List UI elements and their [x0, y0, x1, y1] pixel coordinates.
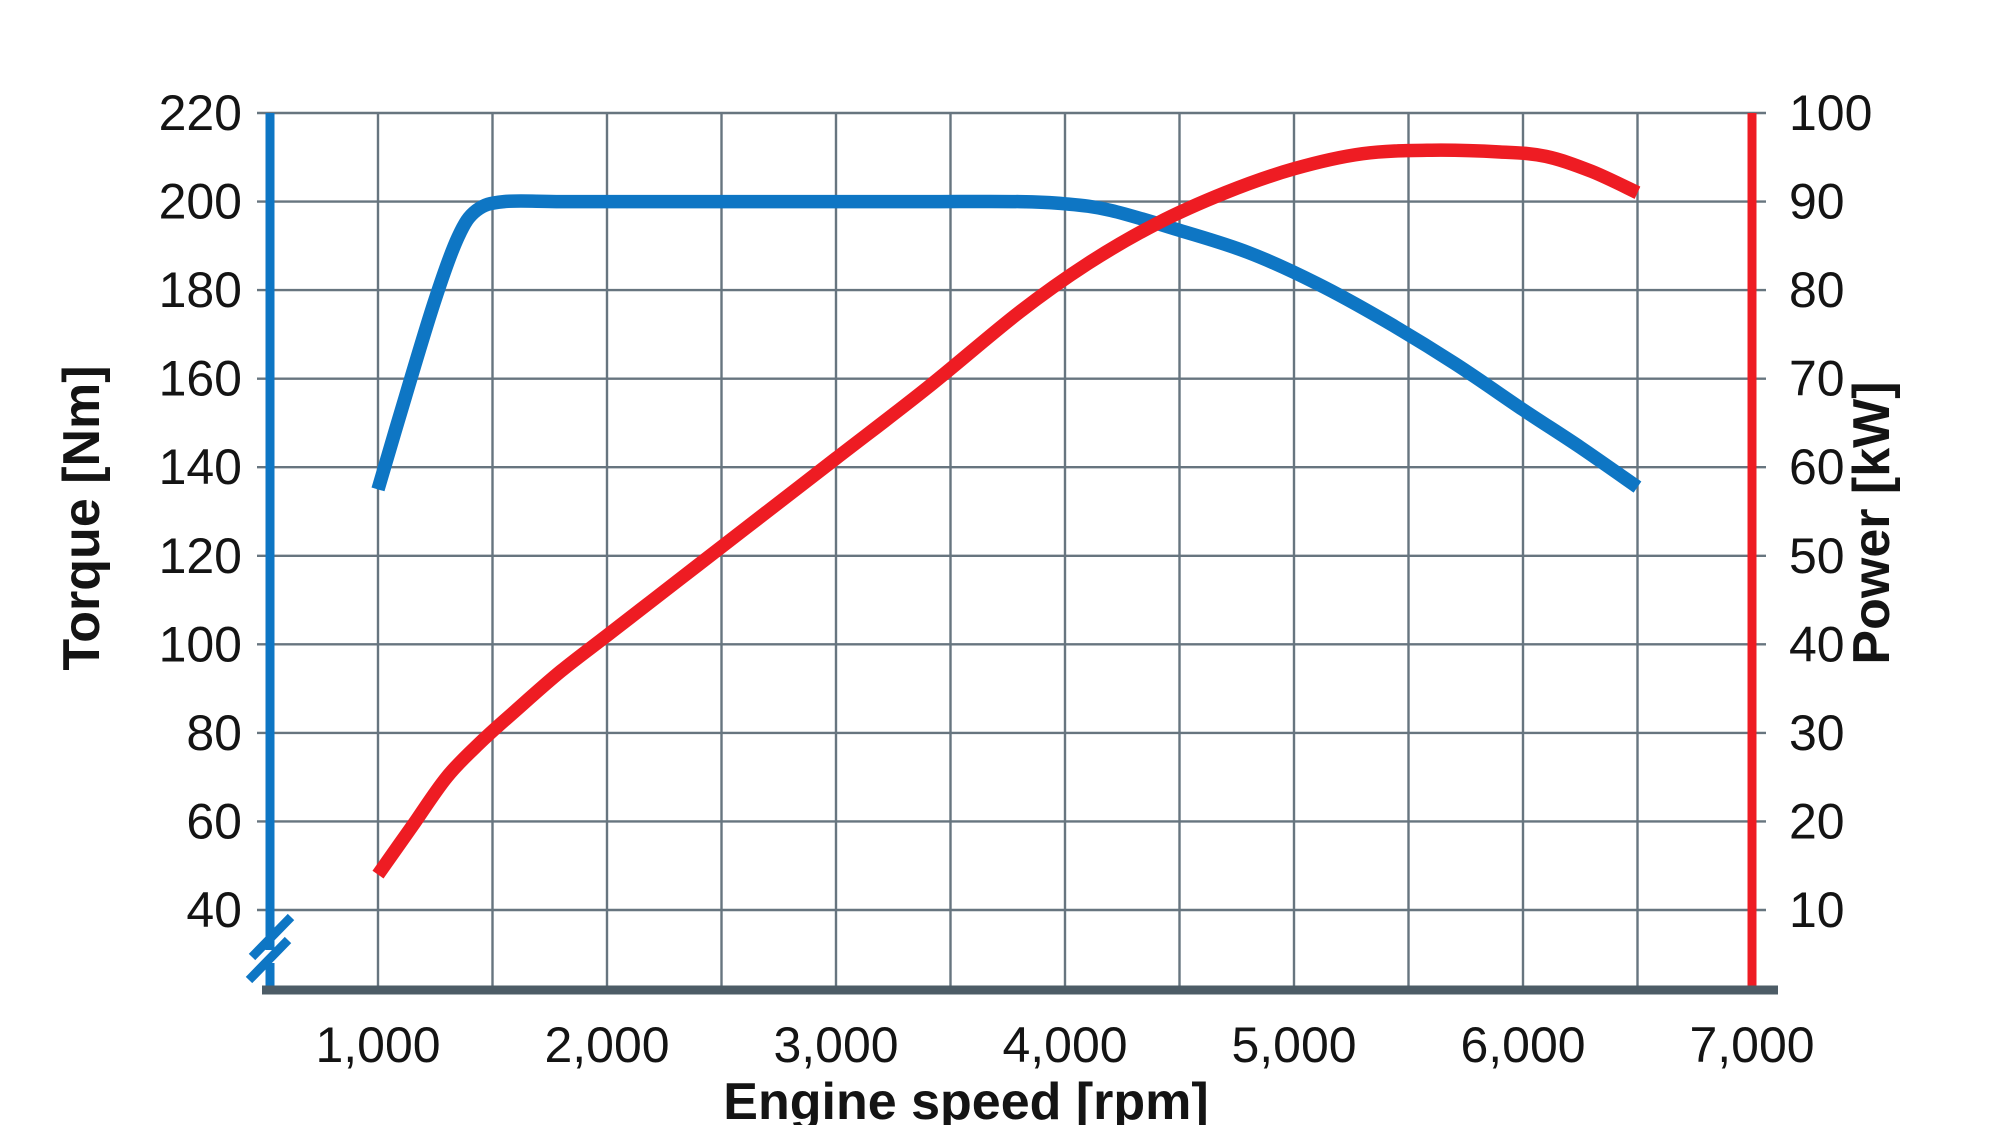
torque-tick-label: 120: [159, 528, 242, 584]
axis-break-mark: [248, 913, 295, 961]
torque-tick-label: 160: [159, 351, 242, 407]
curves: [371, 143, 1642, 879]
left-axis-title: Torque [Nm]: [53, 365, 111, 670]
power-tick-label: 100: [1789, 85, 1872, 141]
power-tick-label: 60: [1789, 439, 1845, 495]
power-curve: [372, 143, 1641, 879]
power-tick-label: 10: [1789, 882, 1845, 938]
axes: [245, 113, 1778, 995]
power-tick-label: 40: [1789, 616, 1845, 672]
rpm-tick-label: 6,000: [1460, 1017, 1585, 1073]
torque-tick-label: 220: [159, 85, 242, 141]
power-tick-label: 70: [1789, 351, 1845, 407]
torque-tick-label: 100: [159, 616, 242, 672]
power-tick-label: 90: [1789, 174, 1845, 230]
torque-tick-label: 140: [159, 439, 242, 495]
rpm-tick-label: 1,000: [315, 1017, 440, 1073]
rpm-tick-label: 2,000: [544, 1017, 669, 1073]
power-tick-label: 20: [1789, 793, 1845, 849]
tick-labels: 220 200 180 160 140 120 100 80 60 40 100 90 80 70 60 50…: [159, 85, 1873, 1073]
rpm-tick-label: 7,000: [1689, 1017, 1814, 1073]
right-axis-title: Power [kW]: [1843, 381, 1901, 664]
rpm-tick-label: 3,000: [773, 1017, 898, 1073]
torque-tick-label: 80: [186, 705, 242, 761]
x-axis-title: Engine speed [rpm]: [723, 1073, 1208, 1125]
rpm-tick-label: 4,000: [1002, 1017, 1127, 1073]
power-tick-label: 30: [1789, 705, 1845, 761]
power-tick-label: 80: [1789, 262, 1845, 318]
torque-tick-label: 40: [186, 882, 242, 938]
torque-tick-label: 60: [186, 793, 242, 849]
axis-break-mark: [245, 936, 292, 984]
torque-tick-label: 200: [159, 174, 242, 230]
torque-tick-label: 180: [159, 262, 242, 318]
rpm-tick-label: 5,000: [1231, 1017, 1356, 1073]
power-tick-label: 50: [1789, 528, 1845, 584]
gridlines: [257, 111, 1766, 986]
torque-curve: [371, 194, 1642, 493]
